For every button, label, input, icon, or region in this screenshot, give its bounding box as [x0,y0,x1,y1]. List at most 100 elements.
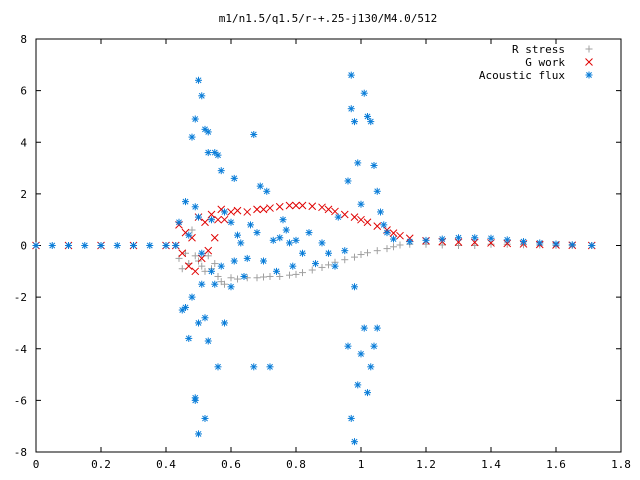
data-point-acoustic-flux [250,363,258,371]
data-point-acoustic-flux [536,239,544,247]
data-point-r-stress [357,251,365,259]
x-tick-label: 0.8 [286,458,306,471]
data-point-acoustic-flux [195,213,202,221]
data-point-r-stress [351,253,358,261]
data-point-acoustic-flux [344,177,352,185]
data-point-acoustic-flux [195,319,202,327]
data-point-acoustic-flux [221,208,228,216]
data-layer [32,71,596,446]
data-point-acoustic-flux [357,200,365,208]
data-point-acoustic-flux [208,267,215,275]
data-point-r-stress [325,261,332,269]
data-point-r-stress [227,274,235,282]
data-point-r-stress [318,263,326,271]
data-point-acoustic-flux [217,167,225,175]
data-point-acoustic-flux [286,239,293,247]
x-tick-label: 0.4 [156,458,176,471]
data-point-r-stress [455,242,462,249]
data-point-g-work [227,208,235,216]
data-point-acoustic-flux [266,363,274,371]
data-point-acoustic-flux [276,234,284,242]
series-acoustic-flux [32,71,596,446]
data-point-acoustic-flux [370,342,378,350]
data-point-acoustic-flux [191,115,199,123]
data-point-acoustic-flux [331,262,339,270]
series-r-stress [32,226,596,288]
data-point-g-work [259,205,268,214]
data-point-g-work [292,201,300,210]
data-point-r-stress [396,241,404,249]
data-point-acoustic-flux [373,324,381,332]
data-point-acoustic-flux [364,112,371,120]
data-point-g-work [298,201,307,210]
data-point-acoustic-flux [188,293,196,301]
data-point-acoustic-flux [351,118,358,126]
data-point-acoustic-flux [377,208,384,216]
data-point-acoustic-flux [240,272,248,280]
data-point-acoustic-flux [364,389,371,397]
x-tick-label: 0 [33,458,40,471]
data-point-g-work [191,267,200,276]
data-point-acoustic-flux [230,174,238,182]
plot-frame [35,38,622,453]
data-point-r-stress [182,249,189,257]
data-point-g-work [233,206,242,215]
data-point-acoustic-flux [243,254,251,262]
data-point-acoustic-flux [367,118,375,126]
data-point-acoustic-flux [455,234,462,242]
data-point-g-work [266,204,274,212]
data-point-acoustic-flux [354,159,362,167]
data-point-acoustic-flux [162,242,170,249]
data-point-r-stress [178,265,186,273]
data-point-acoustic-flux [113,242,121,249]
data-point-acoustic-flux [188,133,196,141]
data-point-g-work [210,233,219,242]
data-point-acoustic-flux [289,262,297,270]
data-point-g-work [350,213,359,221]
data-point-acoustic-flux [269,236,277,244]
data-point-acoustic-flux [503,236,511,244]
data-point-acoustic-flux [175,218,183,226]
data-point-g-work [389,229,398,237]
data-point-acoustic-flux [146,242,154,249]
data-point-r-stress [234,275,241,283]
data-point-acoustic-flux [568,241,576,249]
data-point-acoustic-flux [273,267,280,275]
data-point-acoustic-flux [250,131,258,139]
data-point-acoustic-flux [487,234,495,242]
legend-label-acoustic-flux: Acoustic flux [479,69,565,82]
data-point-acoustic-flux [341,247,349,255]
data-point-acoustic-flux [260,257,267,265]
data-point-g-work [357,215,365,224]
legend-marker-g-work [585,58,593,66]
data-point-acoustic-flux [256,182,264,190]
data-point-r-stress [221,280,228,288]
data-point-g-work [214,215,222,224]
data-point-r-stress [276,272,284,280]
data-point-r-stress [188,226,196,234]
y-axis: 8 6 4 2 0 -2 -4 -6 -8 [14,33,621,459]
data-point-r-stress [383,245,391,253]
data-point-g-work [373,222,382,230]
data-point-acoustic-flux [234,231,241,239]
data-point-acoustic-flux [214,151,222,159]
data-point-acoustic-flux [292,236,300,244]
data-point-g-work [396,231,404,240]
data-point-g-work [253,205,261,214]
y-tick-label: -2 [14,291,27,304]
y-tick-label: 6 [20,85,27,98]
y-tick-label: -6 [14,394,27,407]
data-point-acoustic-flux [471,234,479,242]
data-point-acoustic-flux [198,249,206,257]
data-point-acoustic-flux [588,242,596,249]
data-point-acoustic-flux [552,240,560,248]
y-tick-label: 8 [20,33,27,46]
data-point-acoustic-flux [347,414,355,422]
data-point-r-stress [341,256,349,264]
data-point-acoustic-flux [279,216,287,224]
data-point-acoustic-flux [201,414,209,422]
data-point-g-work [331,207,339,216]
data-point-acoustic-flux [227,218,235,226]
data-point-acoustic-flux [351,438,358,446]
